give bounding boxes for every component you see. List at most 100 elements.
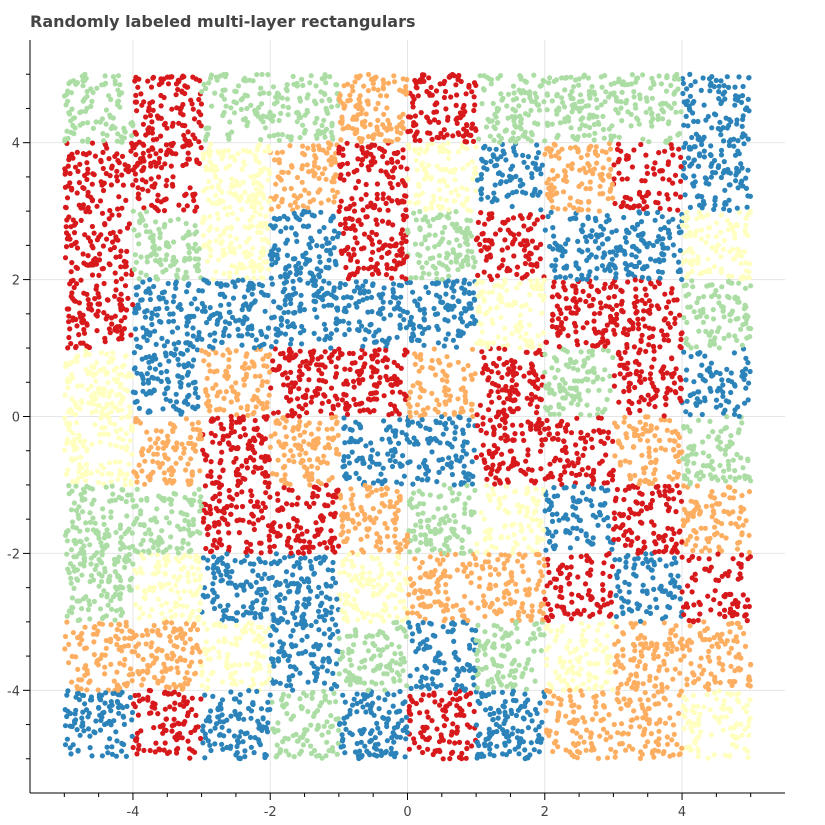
scatter-point bbox=[363, 278, 369, 285]
scatter-point bbox=[233, 236, 240, 242]
scatter-point bbox=[383, 200, 389, 206]
scatter-point bbox=[538, 648, 544, 654]
scatter-point bbox=[313, 520, 319, 526]
scatter-point bbox=[567, 638, 573, 644]
scatter-point bbox=[509, 302, 515, 308]
scatter-point bbox=[115, 73, 121, 79]
scatter-point bbox=[671, 496, 677, 502]
scatter-point bbox=[354, 709, 360, 715]
scatter-point bbox=[241, 426, 247, 432]
scatter-point bbox=[411, 210, 417, 216]
scatter-point bbox=[341, 105, 347, 111]
scatter-point bbox=[701, 148, 707, 154]
scatter-point bbox=[184, 347, 190, 353]
scatter-point bbox=[491, 137, 497, 143]
scatter-point bbox=[417, 296, 423, 302]
scatter-point bbox=[314, 115, 320, 121]
scatter-point bbox=[138, 254, 144, 260]
scatter-point bbox=[509, 731, 515, 737]
scatter-point bbox=[324, 719, 330, 725]
scatter-point bbox=[665, 121, 672, 127]
scatter-point bbox=[504, 557, 510, 564]
scatter-point bbox=[696, 295, 702, 301]
scatter-point bbox=[290, 278, 296, 284]
scatter-point bbox=[711, 264, 718, 270]
scatter-point bbox=[688, 661, 694, 667]
scatter-point bbox=[213, 269, 219, 275]
scatter-point bbox=[369, 229, 375, 235]
scatter-point bbox=[585, 207, 591, 213]
scatter-point bbox=[556, 411, 562, 417]
scatter-point bbox=[284, 252, 290, 258]
scatter-point bbox=[130, 744, 136, 751]
scatter-point bbox=[675, 207, 681, 213]
scatter-point bbox=[290, 733, 296, 739]
scatter-point bbox=[446, 455, 452, 461]
scatter-point bbox=[544, 662, 550, 668]
scatter-point bbox=[621, 214, 627, 221]
scatter-point bbox=[466, 82, 472, 88]
scatter-point bbox=[161, 661, 167, 667]
scatter-point bbox=[362, 664, 368, 670]
scatter-point bbox=[397, 581, 403, 588]
scatter-point bbox=[691, 309, 697, 315]
scatter-point bbox=[635, 316, 641, 322]
scatter-point bbox=[628, 672, 634, 678]
scatter-point bbox=[118, 291, 124, 297]
scatter-point bbox=[498, 626, 504, 632]
scatter-point bbox=[110, 229, 116, 236]
scatter-point bbox=[542, 369, 548, 375]
scatter-point bbox=[667, 206, 673, 212]
scatter-point bbox=[382, 520, 388, 527]
scatter-point bbox=[386, 547, 392, 554]
scatter-point bbox=[575, 402, 581, 408]
scatter-point bbox=[287, 682, 294, 689]
scatter-point bbox=[624, 341, 630, 348]
scatter-point bbox=[198, 112, 204, 118]
scatter-point bbox=[453, 691, 459, 697]
scatter-point bbox=[442, 224, 448, 230]
scatter-point bbox=[615, 584, 621, 590]
scatter-point bbox=[689, 575, 695, 581]
scatter-point bbox=[578, 349, 584, 355]
scatter-point bbox=[262, 125, 269, 131]
scatter-point bbox=[69, 679, 75, 685]
scatter-point bbox=[670, 242, 676, 248]
scatter-point bbox=[328, 385, 335, 391]
scatter-point bbox=[462, 510, 468, 517]
scatter-point bbox=[184, 670, 190, 676]
scatter-point bbox=[466, 132, 472, 138]
scatter-point bbox=[529, 667, 535, 673]
scatter-point bbox=[728, 645, 735, 651]
scatter-point bbox=[158, 378, 164, 384]
scatter-point bbox=[560, 687, 567, 693]
scatter-point bbox=[422, 149, 428, 155]
scatter-point bbox=[747, 368, 753, 375]
scatter-point bbox=[461, 290, 467, 296]
scatter-point bbox=[339, 120, 345, 126]
scatter-point bbox=[695, 703, 701, 709]
scatter-point bbox=[219, 679, 226, 685]
scatter-point bbox=[674, 483, 680, 489]
scatter-point bbox=[668, 82, 674, 88]
scatter-point bbox=[589, 352, 596, 358]
scatter-point bbox=[529, 603, 535, 609]
scatter-point bbox=[502, 219, 508, 226]
scatter-point bbox=[480, 593, 487, 599]
scatter-point bbox=[493, 475, 499, 481]
scatter-point bbox=[190, 106, 196, 112]
scatter-point bbox=[248, 488, 254, 494]
scatter-point bbox=[394, 150, 400, 157]
scatter-point bbox=[297, 135, 303, 141]
scatter-point bbox=[455, 149, 462, 155]
scatter-point bbox=[629, 164, 636, 170]
scatter-point bbox=[325, 567, 331, 573]
scatter-point bbox=[284, 82, 290, 88]
scatter-point bbox=[162, 120, 168, 126]
scatter-point bbox=[496, 345, 502, 351]
scatter-point bbox=[735, 540, 741, 546]
scatter-point bbox=[660, 176, 666, 182]
scatter-point bbox=[285, 657, 291, 664]
scatter-point bbox=[346, 551, 352, 557]
scatter-point bbox=[341, 715, 347, 721]
